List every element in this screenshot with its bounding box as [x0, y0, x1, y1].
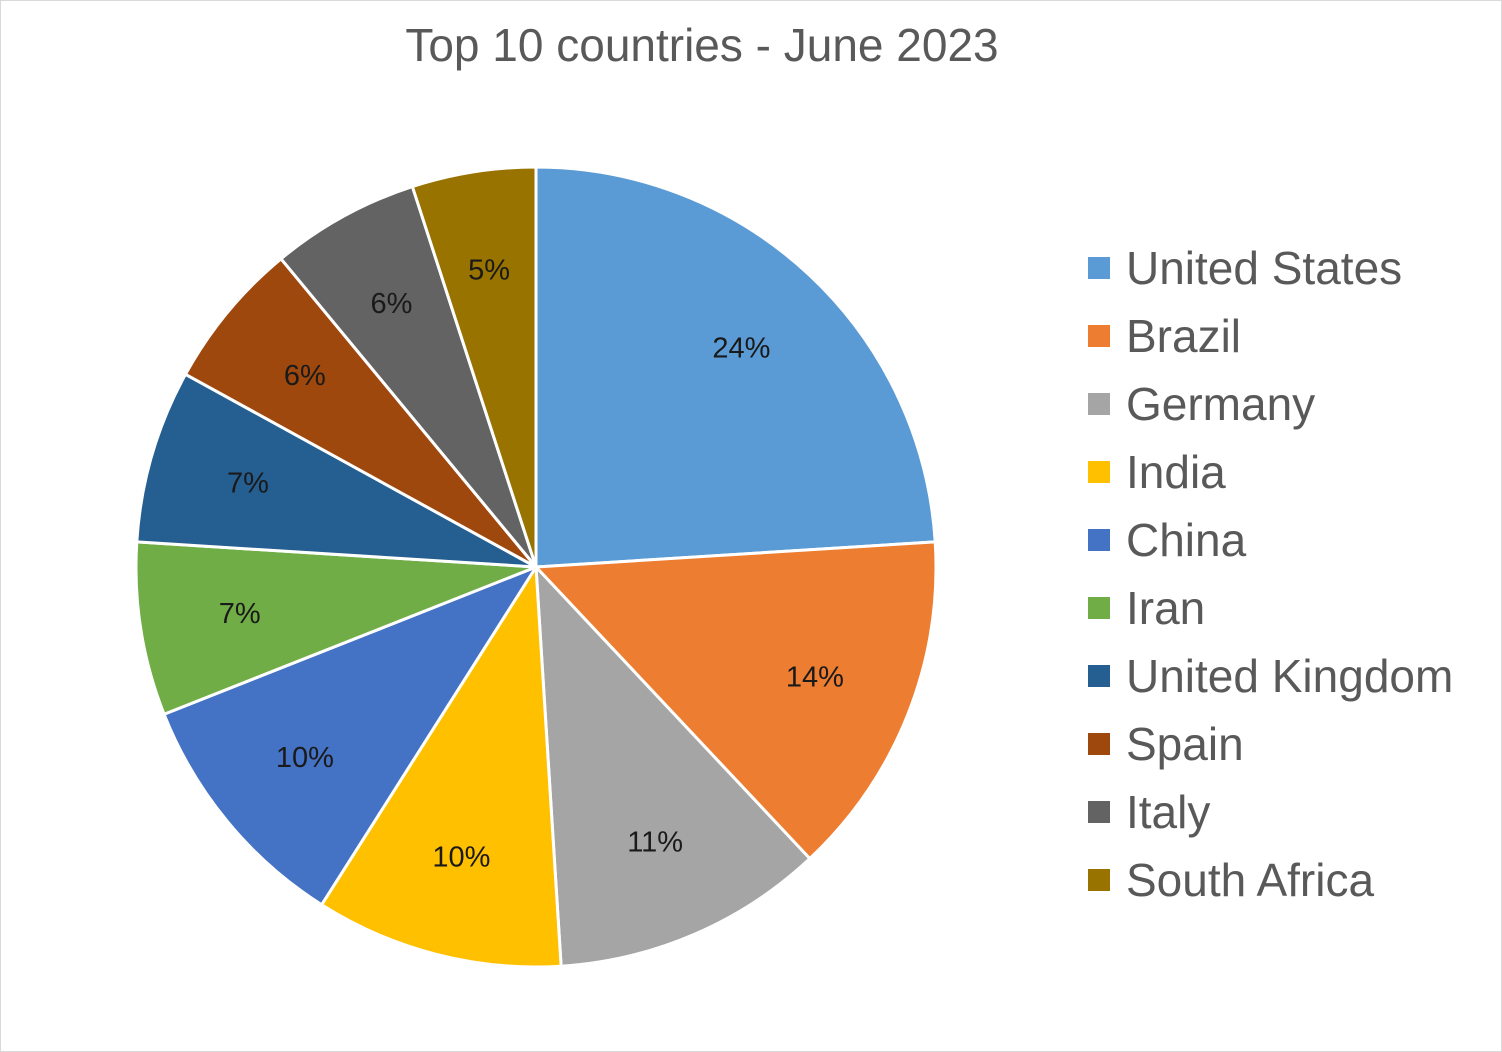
- legend-label: United Kingdom: [1126, 650, 1454, 702]
- legend-item-italy: Italy: [1088, 778, 1498, 846]
- legend-item-brazil: Brazil: [1088, 302, 1498, 370]
- pie-slice-iran: [134, 540, 538, 716]
- legend: United States Brazil Germany India China Iran…: [1088, 234, 1498, 914]
- chart-title: Top 10 countries - June 2023: [405, 19, 999, 71]
- data-label-china: 10%: [276, 742, 334, 774]
- legend-swatch: [1088, 257, 1110, 279]
- legend-label: Italy: [1126, 786, 1211, 838]
- legend-label: Iran: [1126, 582, 1206, 634]
- pie-data-labels: 24% 14% 11% 10% 10% 7% 7% 6% 6% 5%: [219, 255, 844, 874]
- data-label-brazil: 14%: [786, 661, 844, 693]
- legend-label: China: [1126, 514, 1247, 566]
- legend-swatch: [1088, 461, 1110, 483]
- legend-label: Germany: [1126, 378, 1316, 430]
- pie-slice-united-states: [534, 165, 937, 569]
- data-label-italy: 6%: [371, 288, 413, 320]
- legend-swatch: [1088, 869, 1110, 891]
- data-label-iran: 7%: [219, 598, 261, 630]
- legend-label: Brazil: [1126, 310, 1242, 362]
- legend-swatch: [1088, 801, 1110, 823]
- legend-item-united-states: United States: [1088, 234, 1498, 302]
- data-label-united-kingdom: 7%: [227, 467, 269, 499]
- legend-label: India: [1126, 446, 1226, 498]
- legend-item-iran: Iran: [1088, 574, 1498, 642]
- legend-swatch: [1088, 325, 1110, 347]
- data-label-india: 10%: [432, 842, 490, 874]
- pie-slice-spain: [183, 257, 538, 569]
- pie-slice-china: [162, 565, 538, 907]
- legend-item-south-africa: South Africa: [1088, 846, 1498, 914]
- legend-label: United States: [1126, 242, 1403, 294]
- legend-swatch: [1088, 597, 1110, 619]
- pie-slice-italy: [279, 185, 538, 569]
- data-label-south-africa: 5%: [468, 255, 510, 287]
- data-label-spain: 6%: [284, 360, 326, 392]
- data-label-united-states: 24%: [712, 332, 770, 364]
- pie-slice-india: [320, 565, 563, 969]
- pie-slice-united-kingdom: [135, 372, 538, 569]
- legend-item-united-kingdom: United Kingdom: [1088, 642, 1498, 710]
- pie-slice-brazil: [534, 540, 938, 861]
- legend-swatch: [1088, 733, 1110, 755]
- legend-item-spain: Spain: [1088, 710, 1498, 778]
- legend-label: South Africa: [1126, 854, 1375, 906]
- pie-slices: [134, 165, 938, 969]
- legend-label: Spain: [1126, 718, 1244, 770]
- legend-item-india: India: [1088, 438, 1498, 506]
- pie-slice-south-africa: [410, 165, 538, 569]
- data-label-germany: 11%: [627, 826, 683, 858]
- legend-swatch: [1088, 529, 1110, 551]
- legend-item-china: China: [1088, 506, 1498, 574]
- legend-swatch: [1088, 665, 1110, 687]
- pie-slice-germany: [534, 565, 812, 968]
- legend-swatch: [1088, 393, 1110, 415]
- legend-item-germany: Germany: [1088, 370, 1498, 438]
